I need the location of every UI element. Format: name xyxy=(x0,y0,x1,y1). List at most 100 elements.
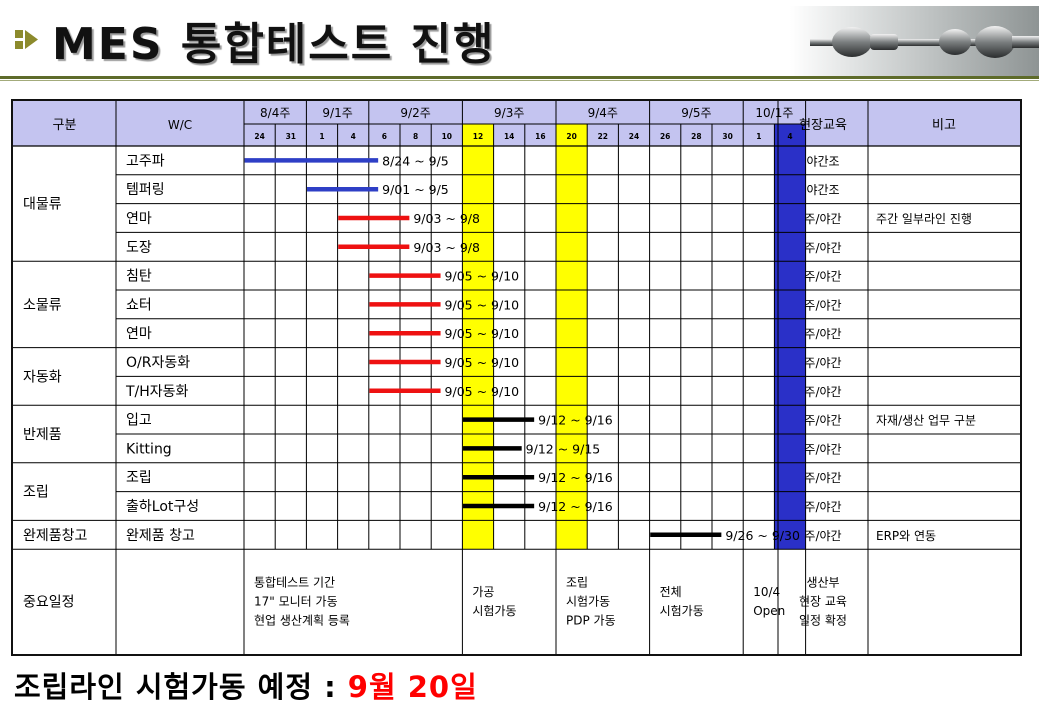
schedule-bar-label: 9/05 ~ 9/10 xyxy=(445,297,520,312)
header-day-label: 31 xyxy=(286,132,296,141)
header-day-label: 30 xyxy=(722,132,732,141)
wc-label: O/R자동화 xyxy=(126,355,190,371)
group-label: 자동화 xyxy=(23,369,62,385)
schedule-bar-label: 9/05 ~ 9/10 xyxy=(445,269,520,284)
footer-date: 9월 20일 xyxy=(347,670,478,704)
title-divider xyxy=(0,76,1039,79)
milestone-note-line: 통합테스트 기간 xyxy=(254,576,335,590)
header-day-label: 1 xyxy=(319,132,324,141)
header-week-label: 8/4주 xyxy=(260,106,290,120)
header-week-label: 9/4주 xyxy=(588,106,618,120)
schedule-bar-label: 9/01 ~ 9/5 xyxy=(382,182,449,197)
training-label: 야간조 xyxy=(806,183,839,197)
header-remark: 비고 xyxy=(932,118,956,133)
header-day-label: 20 xyxy=(566,132,576,141)
header-day-highlight xyxy=(556,124,588,146)
milestone-note-line: 조립 xyxy=(566,576,588,590)
header-week-label: 9/2주 xyxy=(400,106,430,120)
training-label: 주/야간 xyxy=(804,298,841,312)
page-title: MES 통합테스트 진행 xyxy=(52,19,496,70)
header-training: 현장교육 xyxy=(799,118,847,133)
milestone-note-line: 현업 생산계획 등록 xyxy=(254,614,350,628)
header-category: 구분 xyxy=(53,118,77,133)
wc-label: T/H자동화 xyxy=(125,384,189,400)
milestone-label: 중요일정 xyxy=(23,595,75,611)
milestone-note-line: 17" 모니터 가동 xyxy=(254,595,338,609)
group-label: 대물류 xyxy=(23,197,62,213)
milestone-note-line: PDP 가동 xyxy=(566,614,616,628)
header-day-label: 22 xyxy=(598,132,608,141)
header-day-label: 24 xyxy=(629,132,639,141)
schedule-bar-label: 9/05 ~ 9/10 xyxy=(445,326,520,341)
training-label: 주/야간 xyxy=(804,327,841,341)
milestone-training-line: 생산부 xyxy=(806,576,839,590)
schedule-bar-label: 9/05 ~ 9/10 xyxy=(445,355,520,370)
footer-text: 조립라인 시험가동 예정 : xyxy=(14,670,348,704)
training-label: 주/야간 xyxy=(804,529,841,543)
header-week-label: 9/1주 xyxy=(322,106,352,120)
header-day-label: 26 xyxy=(660,132,670,141)
training-label: 주/야간 xyxy=(804,356,841,370)
training-label: 주/야간 xyxy=(804,385,841,399)
group-label: 반제품 xyxy=(23,427,62,443)
wc-label: 도장 xyxy=(126,240,152,256)
training-label: 주/야간 xyxy=(804,414,841,428)
milestone-note-line: Open xyxy=(753,604,785,618)
header-day-label: 4 xyxy=(787,132,792,141)
header-day-label: 10 xyxy=(442,132,452,141)
schedule-bar-label: 9/05 ~ 9/10 xyxy=(445,384,520,399)
milestone-note-line: 가공 xyxy=(472,585,494,599)
header-day-label: 4 xyxy=(351,132,356,141)
group-label: 소물류 xyxy=(23,297,62,313)
training-label: 주/야간 xyxy=(804,442,841,456)
training-label: 주/야간 xyxy=(804,500,841,514)
wc-label: 출하Lot구성 xyxy=(126,499,199,515)
wc-label: Kitting xyxy=(126,441,172,457)
header-day-label: 8 xyxy=(413,132,418,141)
group-label: 완제품창고 xyxy=(23,528,88,544)
schedule-bar-label: 9/12 ~ 9/16 xyxy=(538,470,613,485)
milestone-note-line: 시험가동 xyxy=(472,604,516,618)
remark-label: ERP와 연동 xyxy=(876,529,936,543)
milestone-training-line: 일정 확정 xyxy=(799,614,847,628)
wc-label: 조립 xyxy=(126,470,152,486)
training-label: 주/야간 xyxy=(804,270,841,284)
wc-label: 쇼터 xyxy=(126,297,152,313)
training-label: 주/야간 xyxy=(804,212,841,226)
wc-label: 연마 xyxy=(126,211,152,227)
schedule-bar-label: 9/03 ~ 9/8 xyxy=(413,240,480,255)
schedule-bar-label: 9/26 ~ 9/30 xyxy=(725,528,800,543)
header-week-label: 9/3주 xyxy=(494,106,524,120)
header-day-label: 16 xyxy=(535,132,545,141)
header-day-label: 14 xyxy=(504,132,514,141)
wc-label: 템퍼링 xyxy=(126,182,165,198)
schedule-bar-label: 8/24 ~ 9/5 xyxy=(382,153,449,168)
milestone-note-line: 시험가동 xyxy=(566,595,610,609)
milestone-note-line: 시험가동 xyxy=(660,604,704,618)
footer-notice: 조립라인 시험가동 예정 : 9월 20일 xyxy=(14,664,478,706)
highlight-column-yellow xyxy=(556,124,588,550)
remark-label: 자재/생산 업무 구분 xyxy=(876,414,976,428)
training-label: 야간조 xyxy=(806,154,839,168)
group-label: 조립 xyxy=(23,485,49,501)
header-week-label: 10/1주 xyxy=(755,106,793,120)
bullet-arrow-icon xyxy=(15,30,38,49)
milestone-note-line: 10/4 xyxy=(753,585,780,599)
drive-shaft-image xyxy=(790,6,1039,76)
header-day-highlight xyxy=(462,124,494,146)
remark-label: 주간 일부라인 진행 xyxy=(876,211,972,226)
header-day-label: 12 xyxy=(473,132,483,141)
header-day-label: 6 xyxy=(382,132,387,141)
schedule-bar-label: 9/12 ~ 9/15 xyxy=(526,441,601,456)
schedule-bar-label: 9/12 ~ 9/16 xyxy=(538,413,613,428)
milestone-training-line: 현장 교육 xyxy=(799,595,847,609)
wc-label: 완제품 창고 xyxy=(126,528,195,544)
header-day-label: 24 xyxy=(254,132,264,141)
wc-label: 고주파 xyxy=(126,153,165,169)
header-day-label: 28 xyxy=(691,132,701,141)
training-label: 주/야간 xyxy=(804,241,841,255)
training-label: 주/야간 xyxy=(804,471,841,485)
milestone-note-line: 전체 xyxy=(660,585,682,599)
wc-label: 입고 xyxy=(126,413,152,429)
